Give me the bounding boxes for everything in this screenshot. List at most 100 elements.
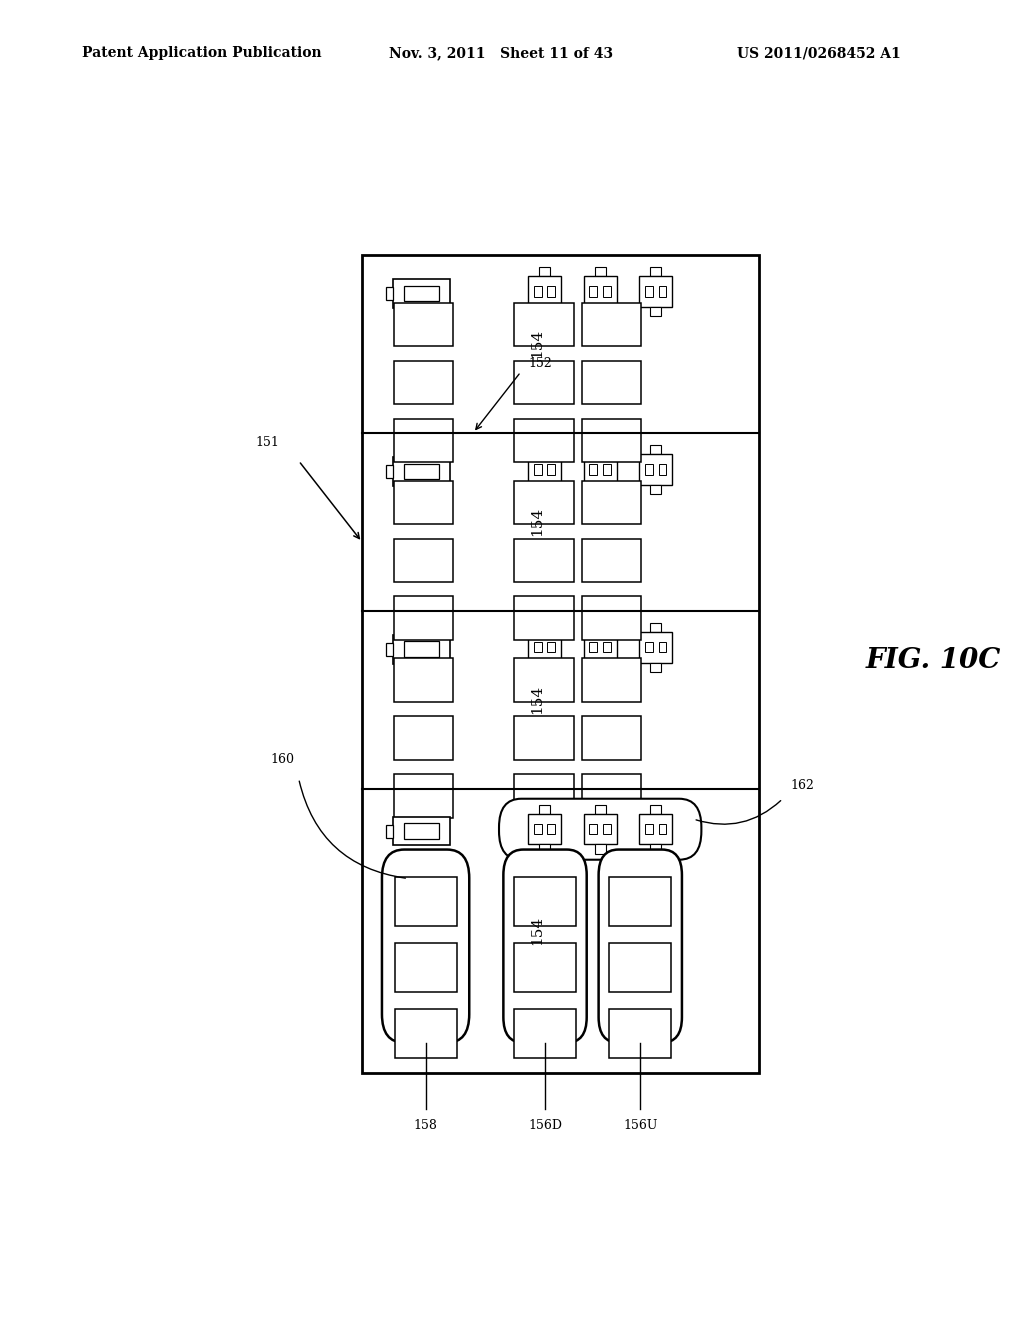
Bar bbox=[603, 465, 611, 474]
Bar bbox=[582, 717, 641, 760]
Bar bbox=[393, 457, 451, 486]
FancyBboxPatch shape bbox=[382, 850, 469, 1043]
Bar bbox=[528, 632, 561, 663]
Bar bbox=[548, 465, 555, 474]
Bar bbox=[650, 805, 662, 814]
Bar bbox=[393, 635, 451, 664]
FancyBboxPatch shape bbox=[599, 850, 682, 1043]
Bar bbox=[595, 623, 606, 632]
Bar bbox=[582, 775, 641, 818]
Text: US 2011/0268452 A1: US 2011/0268452 A1 bbox=[737, 46, 901, 61]
Text: 156D: 156D bbox=[528, 1119, 562, 1133]
Bar bbox=[386, 465, 393, 478]
Bar bbox=[590, 465, 597, 474]
Bar bbox=[658, 643, 667, 652]
Bar bbox=[404, 824, 438, 840]
Bar bbox=[548, 643, 555, 652]
Bar bbox=[393, 817, 451, 846]
Bar bbox=[658, 824, 667, 834]
Bar bbox=[393, 280, 451, 308]
Bar bbox=[595, 845, 606, 854]
Bar bbox=[394, 480, 454, 524]
Bar bbox=[514, 876, 575, 925]
Bar bbox=[650, 306, 662, 315]
Bar bbox=[514, 539, 574, 582]
Bar bbox=[386, 825, 393, 838]
Text: 154: 154 bbox=[529, 329, 544, 359]
Bar bbox=[394, 360, 454, 404]
Text: 151: 151 bbox=[255, 436, 279, 449]
Bar bbox=[582, 360, 641, 404]
Bar bbox=[639, 276, 673, 306]
Text: Nov. 3, 2011   Sheet 11 of 43: Nov. 3, 2011 Sheet 11 of 43 bbox=[389, 46, 613, 61]
Bar bbox=[645, 643, 653, 652]
Bar bbox=[650, 267, 662, 276]
Bar bbox=[514, 418, 574, 462]
Bar bbox=[584, 454, 616, 484]
Text: FIG. 10C: FIG. 10C bbox=[865, 647, 1000, 673]
Bar bbox=[650, 623, 662, 632]
Text: 156U: 156U bbox=[623, 1119, 657, 1133]
Bar bbox=[539, 306, 550, 315]
Bar bbox=[528, 814, 561, 845]
Text: 154: 154 bbox=[529, 916, 544, 945]
Bar bbox=[394, 717, 454, 760]
Text: 162: 162 bbox=[791, 779, 814, 792]
Bar bbox=[609, 876, 671, 925]
Bar bbox=[590, 286, 597, 297]
Bar bbox=[404, 642, 438, 657]
Bar bbox=[609, 1008, 671, 1057]
Bar bbox=[394, 942, 457, 991]
Bar bbox=[603, 286, 611, 297]
FancyBboxPatch shape bbox=[499, 799, 701, 859]
Bar bbox=[595, 663, 606, 672]
Bar bbox=[534, 643, 542, 652]
Bar bbox=[539, 805, 550, 814]
Bar bbox=[595, 267, 606, 276]
Bar bbox=[658, 286, 667, 297]
Bar bbox=[639, 632, 673, 663]
Bar bbox=[582, 539, 641, 582]
Bar bbox=[386, 288, 393, 300]
Bar bbox=[603, 824, 611, 834]
Bar bbox=[539, 267, 550, 276]
Bar bbox=[514, 1008, 575, 1057]
Bar bbox=[539, 845, 550, 854]
Bar bbox=[514, 659, 574, 702]
Bar bbox=[514, 597, 574, 640]
Bar bbox=[534, 465, 542, 474]
Bar bbox=[539, 663, 550, 672]
Bar bbox=[582, 418, 641, 462]
Bar bbox=[590, 824, 597, 834]
Bar bbox=[514, 302, 574, 346]
Bar bbox=[595, 805, 606, 814]
Bar bbox=[590, 643, 597, 652]
Bar bbox=[595, 306, 606, 315]
Bar bbox=[362, 255, 759, 1073]
Text: 154: 154 bbox=[529, 685, 544, 714]
Bar bbox=[584, 632, 616, 663]
Bar bbox=[650, 484, 662, 494]
Bar bbox=[514, 480, 574, 524]
Bar bbox=[394, 659, 454, 702]
Bar bbox=[639, 454, 673, 484]
Bar bbox=[534, 286, 542, 297]
Bar bbox=[584, 814, 616, 845]
Bar bbox=[645, 824, 653, 834]
Bar bbox=[386, 643, 393, 656]
Bar bbox=[514, 775, 574, 818]
Bar bbox=[539, 445, 550, 454]
Bar bbox=[539, 484, 550, 494]
Bar bbox=[650, 445, 662, 454]
Bar bbox=[582, 302, 641, 346]
Bar bbox=[609, 942, 671, 991]
Bar bbox=[595, 445, 606, 454]
Bar bbox=[514, 717, 574, 760]
Text: Patent Application Publication: Patent Application Publication bbox=[82, 46, 322, 61]
Text: 152: 152 bbox=[528, 356, 553, 370]
Bar bbox=[584, 276, 616, 306]
Bar bbox=[394, 302, 454, 346]
Bar bbox=[639, 814, 673, 845]
Bar bbox=[582, 480, 641, 524]
Bar bbox=[404, 463, 438, 479]
